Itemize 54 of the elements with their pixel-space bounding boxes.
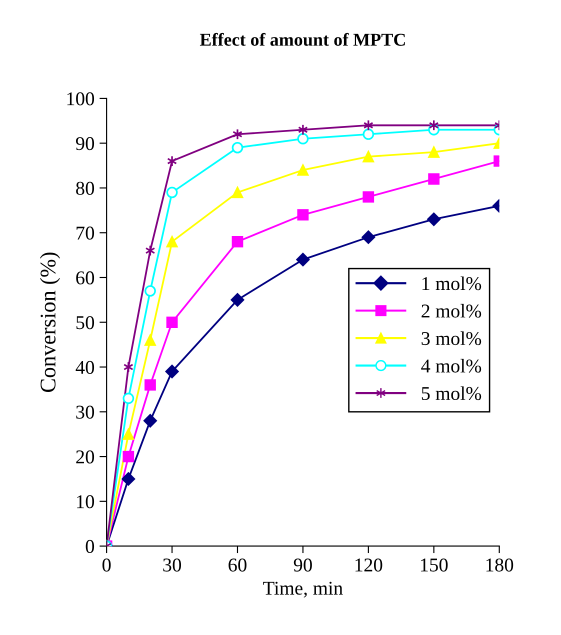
- x-tick-label: 90: [294, 558, 312, 572]
- y-tick-label: 30: [76, 406, 94, 419]
- x-tick-label: 0: [102, 558, 111, 572]
- y-tick-label: 60: [76, 271, 94, 284]
- point: [144, 379, 156, 391]
- legend-label: 2 mol%: [422, 304, 482, 318]
- point: [166, 155, 178, 167]
- y-tick-label: 0: [86, 540, 94, 554]
- legend-label: 1 mol%: [422, 276, 482, 290]
- point: [362, 230, 376, 244]
- point: [297, 133, 309, 144]
- point: [166, 186, 178, 198]
- point: [297, 164, 309, 176]
- point: [165, 364, 179, 378]
- point: [232, 236, 244, 248]
- x-tick-label: 120: [356, 558, 382, 572]
- point: [428, 173, 440, 185]
- x-tick-label: 150: [420, 558, 448, 572]
- y-tick-label: 20: [76, 450, 94, 464]
- point: [232, 186, 244, 198]
- y-tick-label: 10: [77, 495, 94, 508]
- point: [230, 293, 244, 307]
- point: [122, 472, 136, 486]
- point: [297, 209, 309, 221]
- point: [122, 450, 134, 462]
- x-tick-label: 60: [228, 558, 246, 572]
- point: [122, 428, 134, 440]
- y-tick-label: 100: [67, 92, 94, 106]
- y-tick-label: 80: [76, 182, 94, 195]
- x-tick-label: 30: [163, 558, 182, 572]
- x-axis-title: Time, min: [263, 582, 343, 598]
- point: [362, 150, 374, 162]
- y-tick-label: 50: [76, 316, 94, 330]
- point: [362, 128, 374, 140]
- y-tick-label: 70: [76, 226, 94, 240]
- y-axis-title: Conversion (%): [40, 252, 60, 392]
- legend-label: 3 mol%: [422, 331, 482, 346]
- point: [296, 252, 310, 266]
- point: [427, 212, 441, 226]
- point: [122, 392, 134, 404]
- point: [362, 191, 374, 203]
- point: [144, 285, 156, 297]
- chart-title: Effect of amount of MPTC: [200, 32, 405, 46]
- point: [144, 334, 156, 346]
- legend-label: 5 mol%: [422, 386, 482, 400]
- y-tick-label: 40: [76, 360, 94, 374]
- y-tick-label: 90: [76, 137, 94, 150]
- point: [166, 236, 178, 248]
- point: [232, 142, 244, 154]
- legend-label: 4 mol%: [421, 358, 482, 373]
- x-tick-label: 180: [486, 558, 514, 572]
- point: [143, 414, 157, 428]
- point: [166, 316, 178, 328]
- point: [428, 146, 440, 158]
